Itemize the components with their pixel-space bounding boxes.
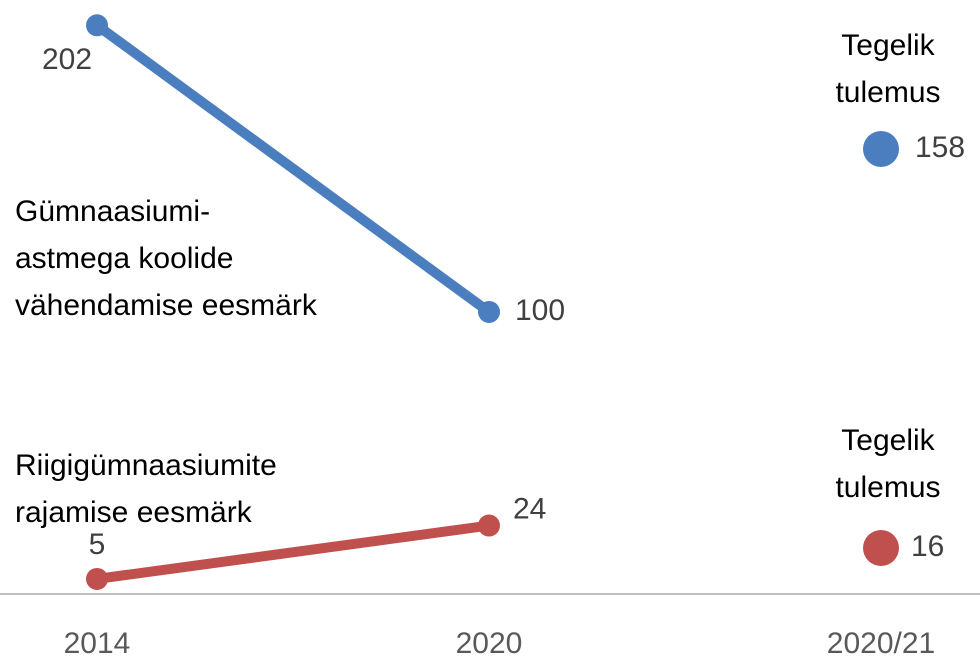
x-tick-label: 2020 bbox=[456, 627, 523, 660]
series-label: vähendamise eesmärk bbox=[15, 289, 318, 322]
point bbox=[478, 514, 500, 537]
point bbox=[863, 130, 899, 167]
data-label: 16 bbox=[911, 530, 944, 563]
x-tick-label: 2020/21 bbox=[827, 627, 935, 660]
series-line bbox=[96, 520, 490, 584]
point bbox=[86, 567, 108, 590]
point bbox=[478, 300, 500, 323]
series-label: Riigigümnaasiumite bbox=[15, 449, 277, 482]
point bbox=[86, 14, 108, 37]
x-tick-label: 2014 bbox=[64, 627, 131, 660]
series-label: Tegelik bbox=[841, 29, 935, 62]
data-label: 202 bbox=[42, 43, 92, 76]
data-label: 24 bbox=[513, 492, 546, 525]
series-line bbox=[94, 21, 492, 316]
series-label: rajamise eesmärk bbox=[15, 496, 253, 529]
data-label: 158 bbox=[915, 131, 965, 164]
series-label: tulemus bbox=[835, 76, 940, 109]
data-label: 5 bbox=[89, 528, 106, 561]
point bbox=[863, 530, 899, 567]
series-label: Gümnaasiumi- bbox=[15, 195, 210, 228]
series-label: astmega koolide bbox=[15, 242, 233, 275]
series-label: tulemus bbox=[835, 471, 940, 504]
data-label: 100 bbox=[515, 294, 565, 327]
series-label: Tegelik bbox=[841, 424, 935, 457]
